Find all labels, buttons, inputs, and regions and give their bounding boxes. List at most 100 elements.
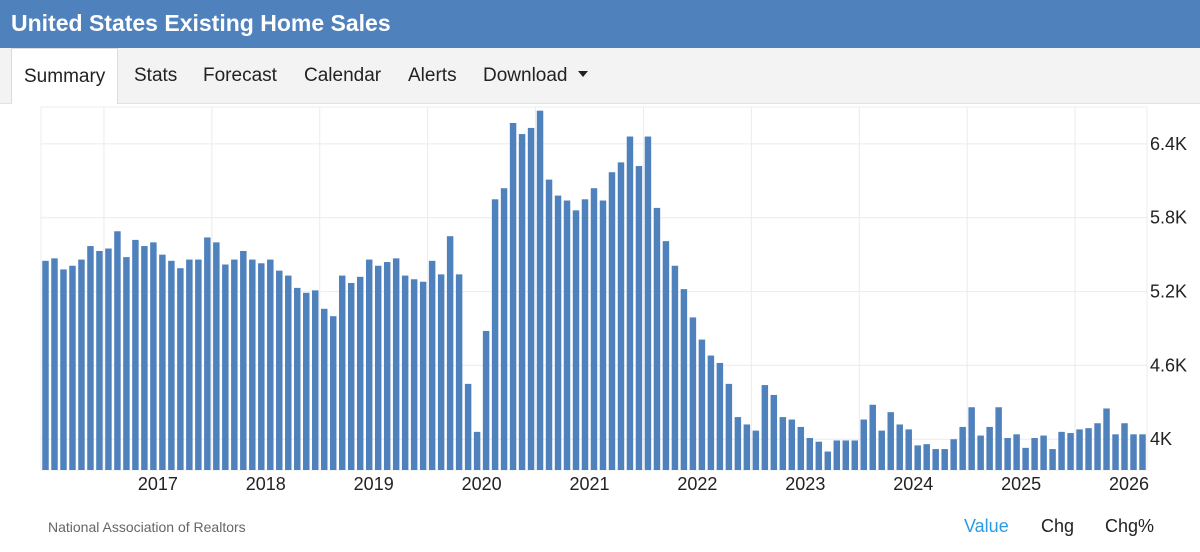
bar [105, 248, 112, 470]
bar [815, 441, 823, 470]
bar [168, 260, 175, 470]
bar [761, 385, 769, 470]
x-tick-label: 2021 [569, 474, 609, 494]
bar [51, 258, 58, 470]
bar [950, 439, 957, 470]
y-tick-label: 5.8K [1150, 208, 1187, 228]
bar [204, 237, 211, 470]
bar [500, 188, 508, 470]
bar [626, 136, 634, 470]
x-tick-label: 2024 [893, 474, 933, 494]
y-tick-label: 4K [1150, 429, 1172, 449]
tab-calendar[interactable]: Calendar [304, 65, 382, 86]
x-tick-label: 2022 [677, 474, 717, 494]
bar [267, 259, 274, 470]
bar [572, 210, 580, 471]
bar [887, 412, 894, 470]
bar [518, 134, 526, 470]
value-toggle[interactable]: Value [964, 516, 1009, 536]
bar [680, 289, 688, 470]
bar [42, 260, 49, 470]
bar [716, 362, 724, 470]
bar [509, 123, 517, 470]
bar [419, 281, 427, 470]
bar [662, 241, 670, 470]
x-tick-label: 2020 [462, 474, 502, 494]
bar [123, 257, 130, 470]
bar [644, 136, 652, 470]
bar [617, 162, 625, 470]
bar [1067, 433, 1074, 470]
x-tick-label: 2025 [1001, 474, 1041, 494]
bar [114, 231, 121, 470]
bar [707, 355, 715, 470]
bar [671, 265, 679, 470]
bar [851, 440, 858, 470]
bar [96, 250, 103, 470]
bar [968, 407, 975, 470]
tab-download-label: Download [483, 65, 568, 86]
bar [590, 188, 598, 470]
y-tick-label: 4.6K [1150, 355, 1187, 375]
bar [285, 275, 292, 470]
y-tick-label: 6.4K [1150, 134, 1187, 154]
bar [797, 426, 805, 470]
bar [1139, 434, 1146, 470]
bar [330, 316, 337, 470]
bar [770, 394, 778, 470]
chg-pct-toggle[interactable]: Chg% [1105, 516, 1155, 536]
bar [383, 262, 391, 470]
chg-toggle[interactable]: Chg [1041, 516, 1075, 536]
bar [177, 268, 184, 470]
bar [338, 275, 346, 470]
x-tick-label: 2018 [246, 474, 286, 494]
bar [401, 275, 409, 470]
bar [725, 383, 733, 470]
bar [132, 239, 139, 470]
bar [392, 258, 400, 470]
bar [303, 292, 310, 470]
bar [240, 250, 247, 470]
bar [1130, 434, 1137, 470]
bar [653, 207, 661, 470]
bar [698, 339, 706, 470]
bar [141, 246, 148, 470]
bar [1112, 434, 1119, 470]
bar [491, 199, 499, 470]
bar [896, 424, 903, 470]
page-header: United States Existing Home Sales [0, 0, 1200, 48]
bar [249, 259, 256, 470]
bar [779, 417, 787, 470]
x-tick-label: 2023 [785, 474, 825, 494]
bar [869, 404, 876, 470]
bar [159, 254, 166, 470]
tab-summary[interactable]: Summary [11, 48, 119, 104]
bar [437, 274, 445, 470]
bar [788, 419, 796, 470]
tab-download[interactable]: Download [483, 48, 588, 103]
bar [842, 440, 850, 470]
bar [69, 265, 76, 470]
bar [1085, 428, 1092, 470]
bar [294, 287, 301, 470]
chevron-down-icon [577, 70, 588, 77]
bar [635, 166, 643, 470]
bar [734, 417, 742, 470]
bar [231, 259, 238, 470]
tab-forecast[interactable]: Forecast [203, 65, 277, 86]
bar [581, 199, 589, 470]
bar [1031, 438, 1038, 470]
bar [186, 259, 193, 470]
tab-stats[interactable]: Stats [134, 65, 178, 86]
bar [752, 430, 760, 470]
bar [1022, 447, 1029, 470]
bar [321, 308, 328, 470]
bar [536, 110, 544, 470]
bar [554, 195, 562, 470]
bar [941, 449, 948, 470]
bar [276, 270, 283, 470]
x-tick-label: 2019 [354, 474, 394, 494]
bar [563, 200, 571, 470]
bar [905, 429, 912, 470]
tab-alerts[interactable]: Alerts [408, 65, 457, 86]
